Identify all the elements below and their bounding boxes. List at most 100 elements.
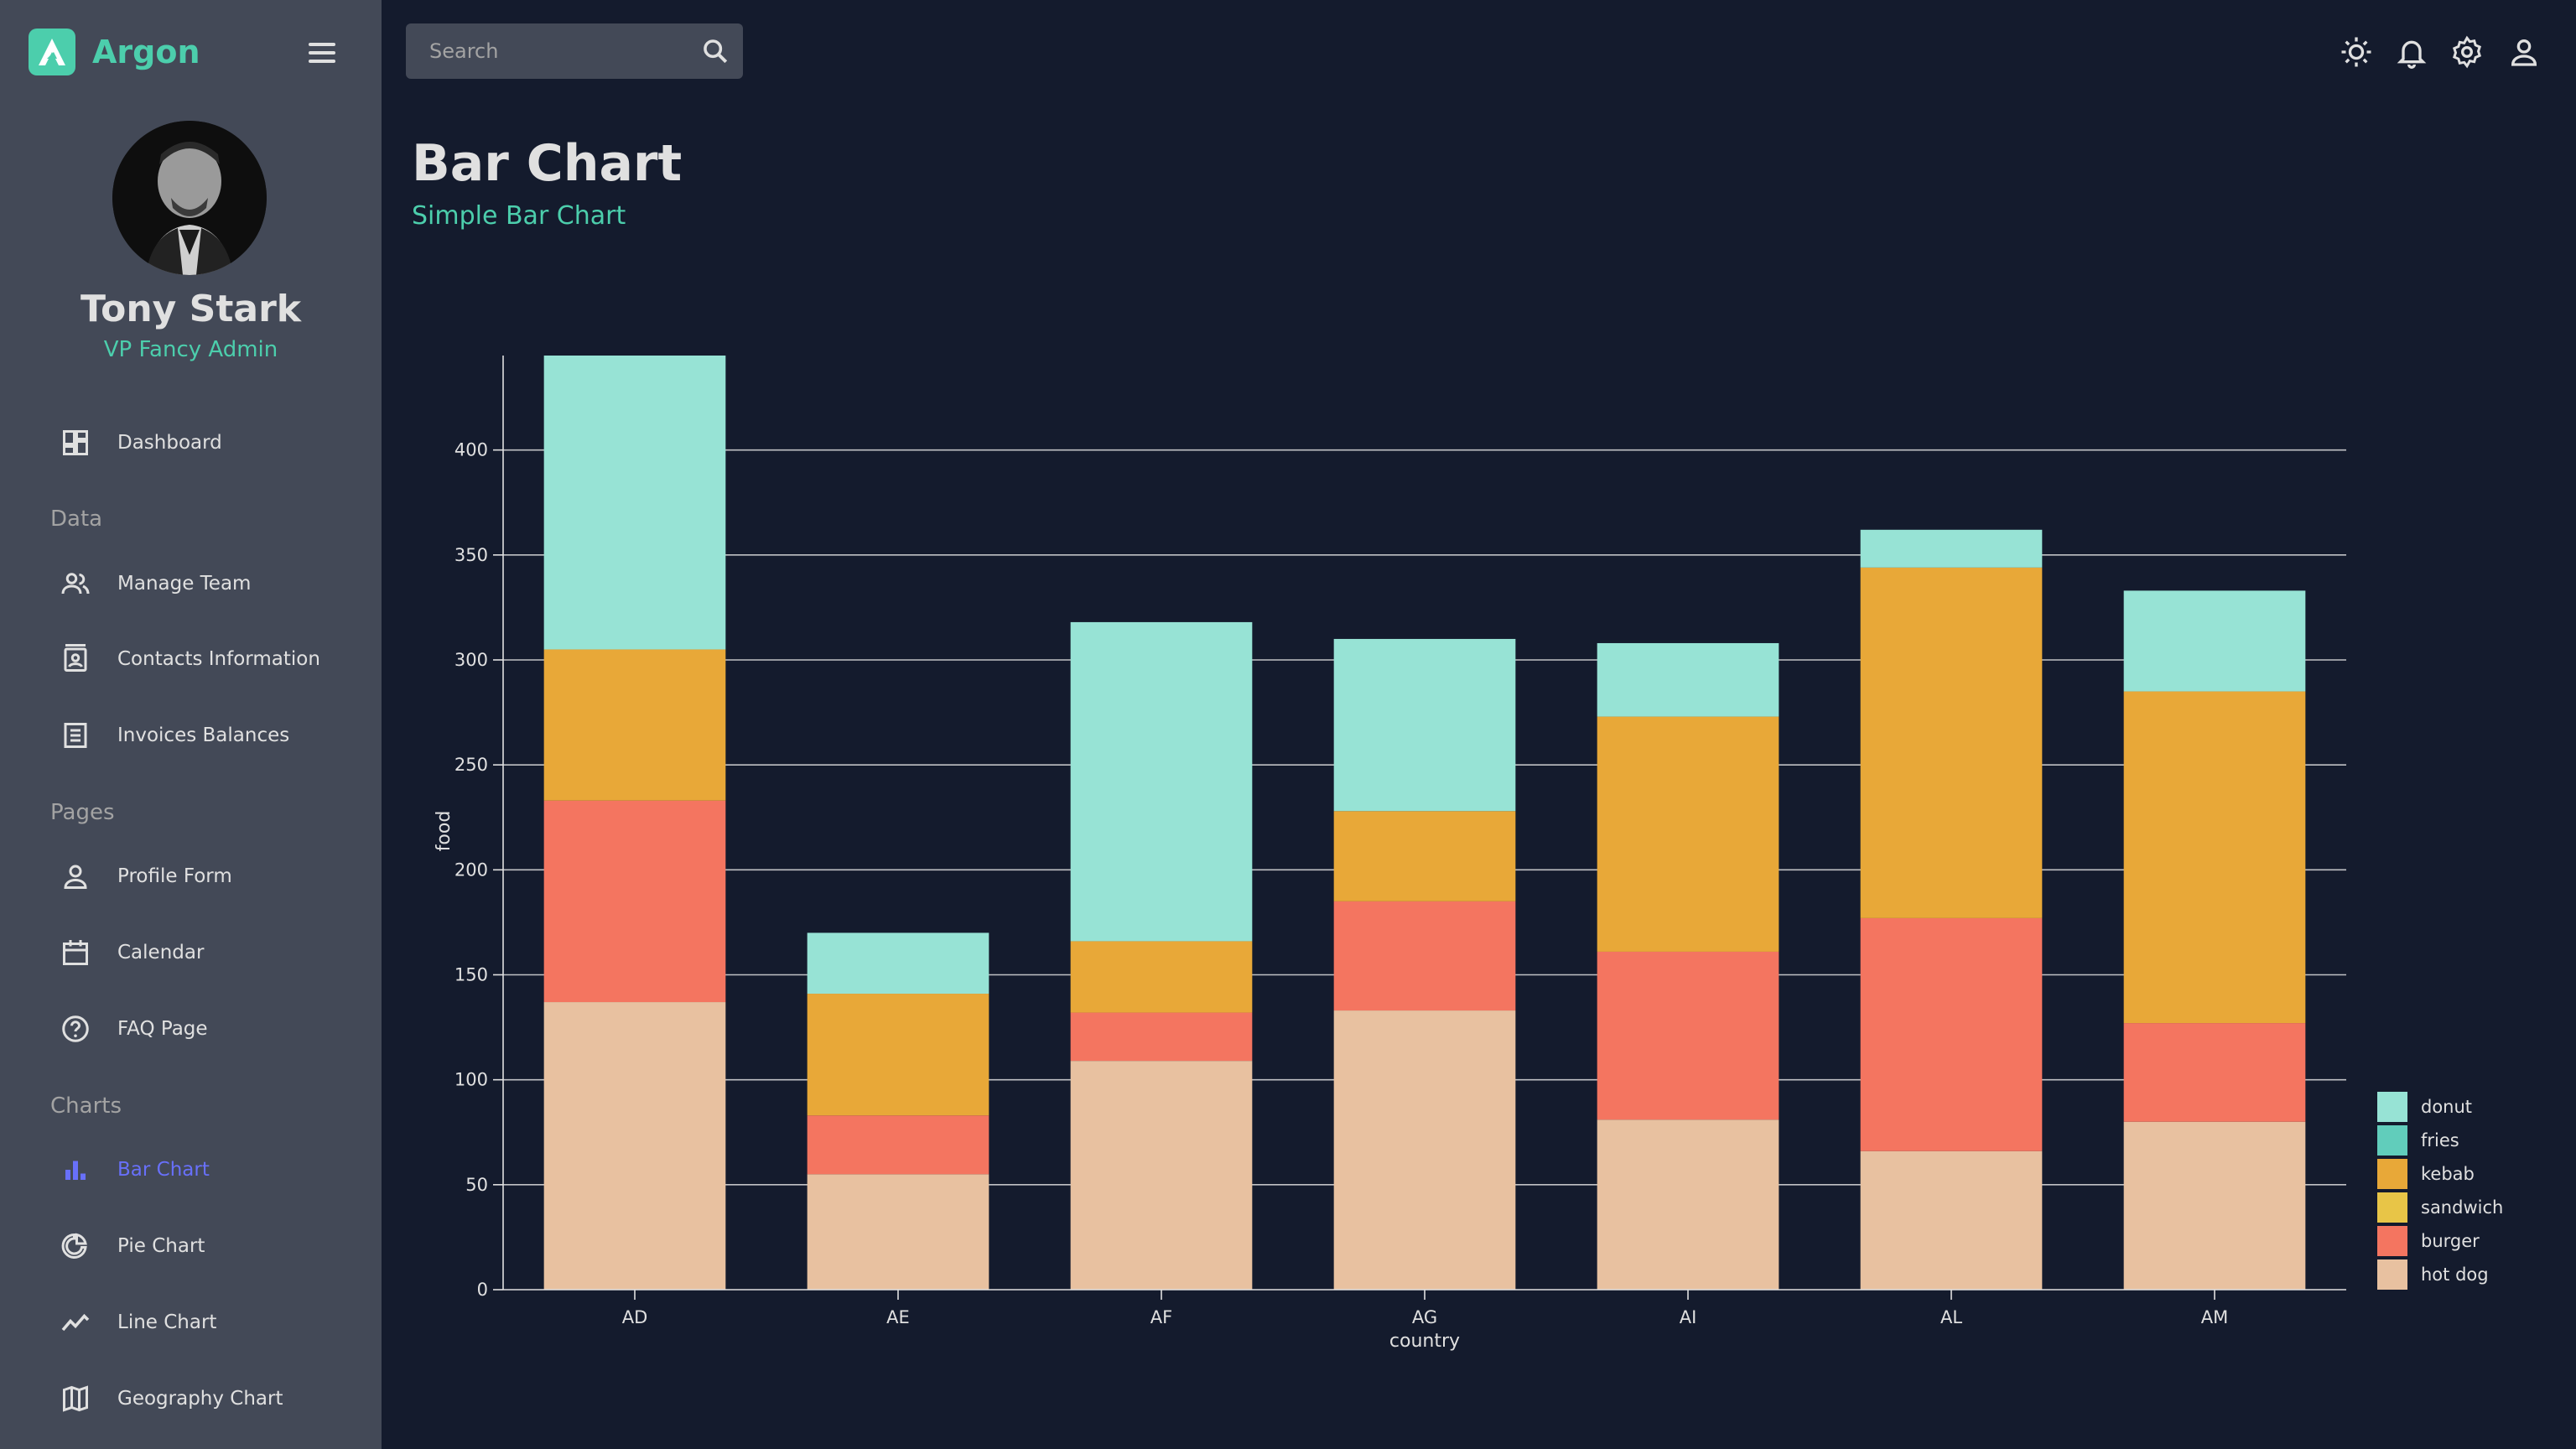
sidebar-item-label: Profile Form <box>117 865 232 887</box>
bar-segment <box>543 800 726 1003</box>
legend-label: kebab <box>2421 1164 2475 1184</box>
sidebar-item-dashboard[interactable]: Dashboard <box>0 409 382 476</box>
argon-logo-icon <box>29 29 75 75</box>
settings-icon[interactable] <box>2450 35 2484 69</box>
y-tick-label: 0 <box>477 1280 488 1300</box>
bar-segment <box>2123 590 2306 692</box>
x-tick-label: AE <box>886 1307 910 1327</box>
bar-segment <box>543 1002 726 1290</box>
y-tick-label: 300 <box>454 650 488 670</box>
bar-segment <box>1070 1012 1253 1062</box>
sidebar-item-label: Geography Chart <box>117 1388 283 1410</box>
bar-segment <box>807 1174 989 1290</box>
bar-chart-icon <box>65 1161 86 1180</box>
sidebar: Argon Tony Stark VP Fancy Admin Dashboar… <box>0 0 382 1449</box>
sidebar-item-label: Contacts Information <box>117 648 320 670</box>
legend-swatch <box>2377 1192 2407 1223</box>
sidebar-item-profile-form[interactable]: Profile Form <box>0 843 382 910</box>
legend-label: burger <box>2421 1231 2480 1251</box>
sidebar-item-line-chart[interactable]: Line Chart <box>0 1289 382 1356</box>
x-tick-label: AM <box>2201 1307 2228 1327</box>
bar-segment <box>2123 691 2306 1024</box>
bar-segment <box>1597 642 1779 717</box>
receipt-icon <box>64 723 87 748</box>
sidebar-item-contacts[interactable]: Contacts Information <box>0 626 382 693</box>
x-tick-label: AF <box>1150 1307 1172 1327</box>
bar-segment <box>543 356 726 650</box>
avatar <box>112 121 267 275</box>
bar-segment <box>807 932 989 995</box>
sidebar-item-label: Bar Chart <box>117 1159 210 1181</box>
sidebar-item-label: Pie Chart <box>117 1235 205 1257</box>
legend-swatch <box>2377 1226 2407 1256</box>
page-subtitle: Simple Bar Chart <box>412 201 626 231</box>
sidebar-item-label: Dashboard <box>117 432 222 454</box>
help-icon <box>62 1015 89 1042</box>
search-icon[interactable] <box>701 37 730 65</box>
bar-segment <box>1070 941 1253 1013</box>
sidebar-item-label: Line Chart <box>117 1311 217 1333</box>
bar-segment <box>543 649 726 801</box>
bar-segment <box>807 994 989 1116</box>
legend-label: hot dog <box>2421 1265 2489 1285</box>
sidebar-item-label: FAQ Page <box>117 1018 208 1040</box>
search-input[interactable] <box>429 23 681 79</box>
y-tick-label: 100 <box>454 1070 488 1090</box>
legend-swatch <box>2377 1159 2407 1189</box>
map-icon <box>63 1385 88 1412</box>
user-role: VP Fancy Admin <box>103 337 278 362</box>
light-mode-icon[interactable] <box>2340 35 2373 69</box>
brand[interactable]: Argon <box>29 29 200 75</box>
legend-label: donut <box>2421 1097 2472 1117</box>
sidebar-item-manage-team[interactable]: Manage Team <box>0 550 382 617</box>
section-data: Data <box>50 506 103 532</box>
y-tick-label: 200 <box>454 860 488 880</box>
people-icon <box>61 573 90 595</box>
bar-segment <box>1333 1010 1516 1290</box>
legend-label: sandwich <box>2421 1197 2503 1218</box>
bar-segment <box>2123 1023 2306 1122</box>
sidebar-item-faq[interactable]: FAQ Page <box>0 995 382 1062</box>
menu-toggle-icon[interactable] <box>305 39 339 67</box>
bar-segment <box>1333 638 1516 812</box>
sidebar-item-label: Invoices Balances <box>117 724 290 746</box>
sidebar-item-geography-chart[interactable]: Geography Chart <box>0 1365 382 1432</box>
sidebar-item-bar-chart[interactable]: Bar Chart <box>0 1136 382 1203</box>
legend-swatch <box>2377 1259 2407 1290</box>
legend-swatch <box>2377 1125 2407 1156</box>
bar-segment <box>1860 1150 2043 1290</box>
y-tick-label: 150 <box>454 964 488 984</box>
page-title: Bar Chart <box>412 134 683 193</box>
bar-segment <box>1333 811 1516 901</box>
x-tick-label: AD <box>622 1307 648 1327</box>
sidebar-item-pie-chart[interactable]: Pie Chart <box>0 1213 382 1280</box>
bar-segment <box>1860 567 2043 918</box>
x-tick-label: AL <box>1940 1307 1962 1327</box>
account-icon[interactable] <box>2507 35 2541 69</box>
y-axis-label: food <box>434 811 454 852</box>
bar-segment <box>1597 1119 1779 1290</box>
brand-name: Argon <box>92 34 200 70</box>
contacts-icon <box>60 644 91 674</box>
x-axis-label: country <box>1389 1331 1460 1352</box>
x-tick-label: AI <box>1680 1307 1697 1327</box>
pie-chart-icon <box>61 1233 87 1259</box>
y-tick-label: 50 <box>465 1175 488 1195</box>
sidebar-item-label: Manage Team <box>117 573 252 595</box>
bar-segment <box>1597 951 1779 1120</box>
calendar-icon <box>63 940 88 965</box>
dashboard-icon <box>63 430 88 455</box>
sidebar-item-label: Calendar <box>117 942 205 963</box>
section-pages: Pages <box>50 800 115 825</box>
sidebar-item-invoices[interactable]: Invoices Balances <box>0 702 382 769</box>
bar-segment <box>1860 529 2043 568</box>
sidebar-item-calendar[interactable]: Calendar <box>0 919 382 986</box>
y-tick-label: 400 <box>454 440 488 460</box>
bar-segment <box>1070 1061 1253 1290</box>
user-name: Tony Stark <box>80 288 302 330</box>
line-chart-icon <box>61 1313 90 1332</box>
legend-label: fries <box>2421 1130 2459 1150</box>
bar-segment <box>807 1115 989 1175</box>
notifications-icon[interactable] <box>2395 35 2428 69</box>
